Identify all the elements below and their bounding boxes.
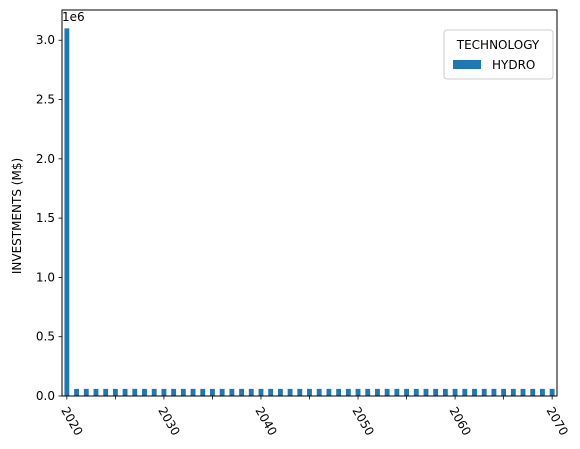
bar-2050: [355, 388, 361, 396]
bar-2036: [219, 388, 225, 396]
y-tick-label: 3.0: [36, 33, 55, 47]
bar-2026: [122, 388, 128, 396]
bar-2066: [510, 388, 516, 396]
bar-2046: [316, 388, 322, 396]
bar-2034: [200, 388, 206, 396]
bar-2044: [297, 388, 303, 396]
bar-2064: [491, 388, 497, 396]
legend-swatch-hydro: [453, 60, 481, 69]
bar-2028: [142, 388, 147, 396]
bar-2048: [336, 388, 342, 396]
x-tick-label: 2060: [446, 405, 473, 438]
y-tick-label: 2.5: [36, 93, 55, 107]
bar-2035: [210, 388, 215, 396]
bar-2037: [229, 388, 235, 396]
bar-2023: [93, 388, 99, 396]
bar-2067: [520, 388, 526, 396]
y-tick-label: 1.0: [36, 270, 55, 284]
bar-2031: [171, 388, 177, 396]
y-tick-label: 0.5: [36, 330, 55, 344]
bar-2032: [180, 388, 186, 396]
x-axis: 2020 2030 2040 2050 2060 2070: [58, 396, 571, 438]
bar-2059: [442, 388, 448, 396]
bar-2025: [112, 388, 118, 396]
bar-2040: [258, 388, 264, 396]
bar-2038: [239, 388, 244, 396]
bar-2049: [345, 388, 351, 396]
bar-2053: [384, 388, 390, 396]
bar-2063: [481, 388, 487, 396]
bar-2021: [74, 388, 79, 396]
y-axis: 0.0 0.5 1.0 1.5 2.0 2.5 3.0: [36, 33, 62, 403]
bar-2052: [375, 388, 380, 396]
y-tick-label: 2.0: [36, 152, 55, 166]
bar-2022: [83, 388, 89, 396]
bar-2030: [161, 388, 167, 396]
y-tick-label: 1.5: [36, 211, 55, 225]
x-tick-label: 2050: [349, 405, 376, 438]
bar-2057: [423, 388, 429, 396]
x-tick-label: 2030: [155, 405, 182, 438]
bar-2020: [64, 28, 70, 396]
bar-2047: [326, 388, 332, 396]
legend-label-hydro: HYDRO: [492, 58, 535, 72]
x-tick-label: 2040: [252, 405, 279, 438]
bar-2061: [462, 388, 468, 396]
bar-2070: [549, 388, 555, 396]
bar-2051: [365, 388, 371, 396]
bar-2060: [452, 388, 458, 396]
bar-2062: [472, 388, 477, 396]
bar-2043: [287, 388, 293, 396]
plot-frame: [61, 9, 558, 397]
bar-2042: [277, 388, 283, 396]
legend: TECHNOLOGY HYDRO: [443, 29, 554, 80]
x-tick-label: 2070: [544, 405, 571, 438]
y-axis-offset-label: 1e6: [62, 10, 85, 24]
bar-2065: [501, 388, 507, 396]
bar-2029: [151, 388, 157, 396]
bar-2033: [190, 388, 196, 396]
bar-2068: [530, 388, 536, 396]
bar-2024: [103, 388, 109, 396]
bar-2045: [307, 388, 312, 396]
bar-2055: [404, 388, 409, 396]
y-axis-label: INVESTMENTS (M$): [10, 158, 24, 274]
bar-2069: [540, 388, 545, 396]
bar-2027: [132, 388, 138, 396]
y-tick-label: 0.0: [36, 389, 55, 403]
bar-2041: [268, 388, 274, 396]
bar-series-hydro: [64, 28, 555, 396]
legend-title: TECHNOLOGY: [456, 38, 540, 52]
bar-2039: [248, 388, 254, 396]
bar-2056: [413, 388, 419, 396]
bar-2058: [433, 388, 439, 396]
bar-2054: [394, 388, 400, 396]
x-tick-label: 2020: [58, 405, 85, 438]
